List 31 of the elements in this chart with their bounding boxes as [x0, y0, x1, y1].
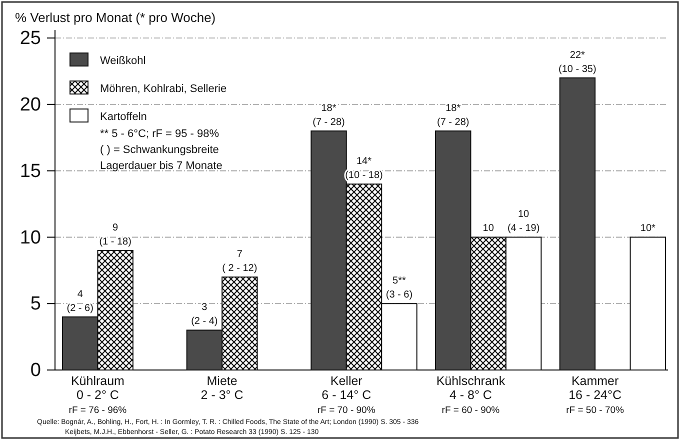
data-label: 18* (7 - 28): [312, 102, 345, 128]
legend-label: Kartoffeln: [100, 111, 147, 123]
y-tick-label: 5: [30, 294, 41, 315]
bar: [630, 236, 666, 370]
data-label: 5** (3 - 6): [386, 276, 413, 301]
y-tick-label: 0: [30, 360, 41, 382]
legend-label: Weißkohl: [100, 55, 146, 67]
data-label: 18* (7 - 28): [436, 102, 470, 128]
y-tick-label: 20: [20, 94, 41, 116]
annotation: ** 5 - 6°C; rF = 95 - 98%: [100, 128, 220, 140]
data-label: 3 (2 - 4): [191, 302, 218, 328]
annotation: ( ) = Schwankungsbreite: [100, 144, 219, 156]
data-label: 10*: [640, 223, 656, 234]
y-axis-title: % Verlust pro Monat (* pro Woche): [15, 10, 216, 25]
data-label: 7 ( 2 - 12): [222, 249, 258, 274]
y-tick-label: 25: [20, 28, 41, 50]
x-tick-label: Kühlraum 0 - 2° C rF = 76 - 96%: [68, 374, 128, 416]
data-label: 10: [482, 223, 494, 234]
data-label: 9 (1 - 18): [99, 222, 132, 248]
y-tick-label: 10: [20, 227, 41, 248]
data-label: 10 (4 - 19): [507, 209, 540, 234]
data-label: 22* (10 - 35): [558, 50, 596, 75]
x-tick-label: Kammer 16 - 24°C rF = 50 - 70%: [566, 374, 625, 416]
data-label: 4 (2 - 6): [66, 288, 94, 314]
x-tick-label: Kühlschrank 4 - 8° C rF = 60 - 90%: [436, 374, 506, 416]
annotation: Lagerdauer bis 7 Monate: [100, 160, 222, 172]
x-tick-label: Keller 6 - 14° C rF = 70 - 90%: [317, 374, 376, 416]
y-tick-label: 15: [20, 160, 41, 182]
legend-label: Möhren, Kohlrabi, Sellerie: [100, 83, 227, 95]
bar: [559, 77, 596, 370]
x-tick-label: Miete 2 - 3° C: [200, 374, 244, 402]
